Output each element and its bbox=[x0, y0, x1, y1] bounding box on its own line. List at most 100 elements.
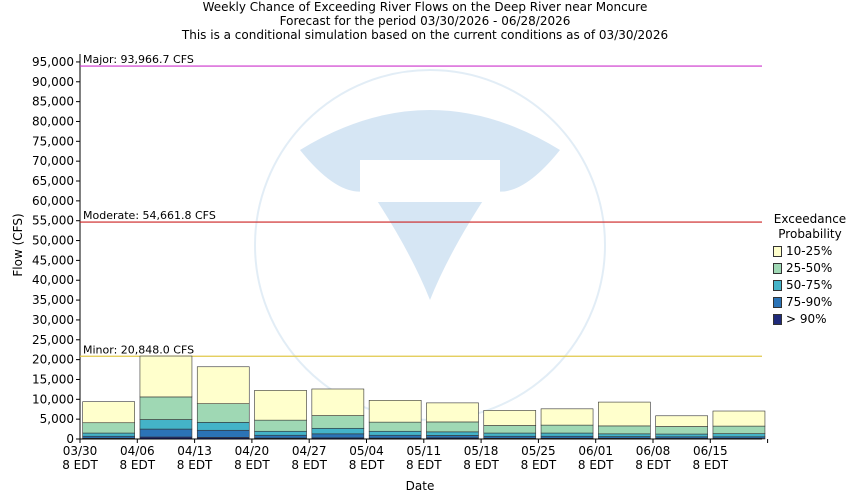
x-tick-label: 03/30 bbox=[63, 444, 98, 458]
bar-segment bbox=[483, 432, 537, 437]
bar-segment bbox=[368, 430, 422, 436]
x-tick-sublabel: 8 EDT bbox=[692, 458, 728, 472]
bar-segment bbox=[426, 402, 479, 423]
chart-title: Weekly Chance of Exceeding River Flows o… bbox=[202, 0, 648, 14]
bar-segment bbox=[483, 410, 537, 426]
legend-items: 10-25% 25-50% 50-75% 75-90% > 90% bbox=[770, 244, 850, 327]
bar-segment bbox=[82, 432, 135, 437]
y-tick-label: 35,000 bbox=[32, 293, 74, 307]
y-tick-label: 90,000 bbox=[32, 75, 74, 89]
x-tick-sublabel: 8 EDT bbox=[521, 458, 557, 472]
legend-item: 50-75% bbox=[770, 278, 850, 293]
legend-item: 10-25% bbox=[770, 244, 850, 259]
y-tick-label: 20,000 bbox=[32, 353, 74, 367]
x-tick-label: 04/20 bbox=[235, 444, 270, 458]
y-tick-label: 75,000 bbox=[32, 134, 74, 148]
y-tick-label: 5,000 bbox=[40, 412, 74, 426]
y-tick-label: 15,000 bbox=[32, 372, 74, 386]
y-tick-label: 45,000 bbox=[32, 253, 74, 267]
bar-segment bbox=[139, 355, 193, 398]
y-axis-label: Flow (CFS) bbox=[11, 213, 25, 276]
y-tick-label: 0 bbox=[66, 432, 74, 446]
bar-segment bbox=[598, 401, 651, 427]
y-tick-label: 95,000 bbox=[32, 55, 74, 69]
bar-series bbox=[82, 355, 766, 440]
legend-label: 25-50% bbox=[786, 261, 833, 275]
x-tick-label: 06/01 bbox=[578, 444, 613, 458]
x-tick-sublabel: 8 EDT bbox=[234, 458, 270, 472]
x-tick-sublabel: 8 EDT bbox=[62, 458, 98, 472]
y-tick-label: 80,000 bbox=[32, 114, 74, 128]
legend-title: Exceedance Probability bbox=[770, 212, 850, 242]
threshold-label: Major: 93,966.7 CFS bbox=[83, 53, 194, 66]
y-tick-label: 25,000 bbox=[32, 333, 74, 347]
x-tick-sublabel: 8 EDT bbox=[578, 458, 614, 472]
legend-label: 10-25% bbox=[786, 244, 833, 258]
y-tick-label: 65,000 bbox=[32, 174, 74, 188]
bar-segment bbox=[598, 425, 651, 435]
bar-segment bbox=[540, 424, 594, 434]
bar-segment bbox=[311, 427, 365, 435]
flood-thresholds: Major: 93,966.7 CFS Moderate: 54,661.8 CF… bbox=[80, 53, 762, 357]
bar-segment bbox=[368, 421, 422, 432]
x-tick-sublabel: 8 EDT bbox=[635, 458, 671, 472]
x-tick-label: 05/25 bbox=[521, 444, 556, 458]
bar-segment bbox=[426, 421, 479, 433]
threshold-label: Moderate: 54,661.8 CFS bbox=[83, 209, 216, 222]
bar-segment bbox=[196, 403, 250, 423]
noaa-watermark-logo bbox=[254, 69, 606, 421]
bar-segment bbox=[712, 433, 766, 438]
y-tick-label: 10,000 bbox=[32, 392, 74, 406]
x-tick-label: 06/15 bbox=[693, 444, 728, 458]
bar-segment bbox=[368, 434, 422, 439]
bar-segment bbox=[540, 432, 594, 437]
y-tick-label: 40,000 bbox=[32, 273, 74, 287]
x-tick-label: 05/11 bbox=[407, 444, 442, 458]
x-axis-label: Date bbox=[406, 479, 435, 493]
x-tick-sublabel: 8 EDT bbox=[177, 458, 213, 472]
bar-segment bbox=[254, 434, 307, 439]
x-tick-label: 04/13 bbox=[177, 444, 212, 458]
bar-segment bbox=[311, 415, 365, 429]
y-tick-label: 60,000 bbox=[32, 194, 74, 208]
x-tick-label: 06/08 bbox=[636, 444, 671, 458]
bar-segment bbox=[311, 433, 365, 439]
bar-segment bbox=[196, 422, 250, 431]
legend-label: 50-75% bbox=[786, 278, 833, 292]
threshold-label: Minor: 20,848.0 CFS bbox=[83, 343, 194, 356]
bar-segment bbox=[311, 388, 365, 416]
bar-segment bbox=[368, 400, 422, 423]
y-tick-label: 85,000 bbox=[32, 95, 74, 109]
x-tick-label: 04/06 bbox=[120, 444, 155, 458]
bar-segment bbox=[254, 390, 307, 421]
x-tick-sublabel: 8 EDT bbox=[349, 458, 385, 472]
chart-subtitle-conditions: This is a conditional simulation based o… bbox=[181, 28, 669, 42]
legend: Exceedance Probability 10-25% 25-50% 50-75… bbox=[770, 212, 850, 327]
bar-segment bbox=[598, 433, 651, 437]
x-tick-sublabel: 8 EDT bbox=[463, 458, 499, 472]
y-tick-label: 30,000 bbox=[32, 313, 74, 327]
bar-segment bbox=[712, 425, 766, 434]
x-tick-sublabel: 8 EDT bbox=[406, 458, 442, 472]
bar-segment bbox=[483, 425, 537, 434]
chart-title-block: Weekly Chance of Exceeding River Flows o… bbox=[0, 0, 850, 42]
x-tick-sublabel: 8 EDT bbox=[119, 458, 155, 472]
bar-segment bbox=[82, 422, 135, 434]
y-axis: 0 5,000 10,000 15,000 20,000 25,000 30,000 35,0… bbox=[32, 54, 81, 446]
bar-segment bbox=[254, 430, 307, 436]
bar-segment bbox=[139, 419, 193, 430]
legend-swatch bbox=[773, 263, 782, 274]
legend-title-line1: Exceedance bbox=[773, 212, 847, 226]
x-tick-label: 05/04 bbox=[349, 444, 384, 458]
bar-segment bbox=[712, 410, 766, 427]
bar-segment bbox=[655, 433, 708, 438]
legend-item: > 90% bbox=[770, 312, 850, 327]
bar-segment bbox=[655, 415, 708, 427]
bar-segment bbox=[196, 429, 250, 438]
bar-segment bbox=[254, 419, 307, 432]
bar-segment bbox=[540, 408, 594, 426]
legend-swatch bbox=[773, 314, 782, 325]
legend-label: 75-90% bbox=[786, 295, 833, 309]
